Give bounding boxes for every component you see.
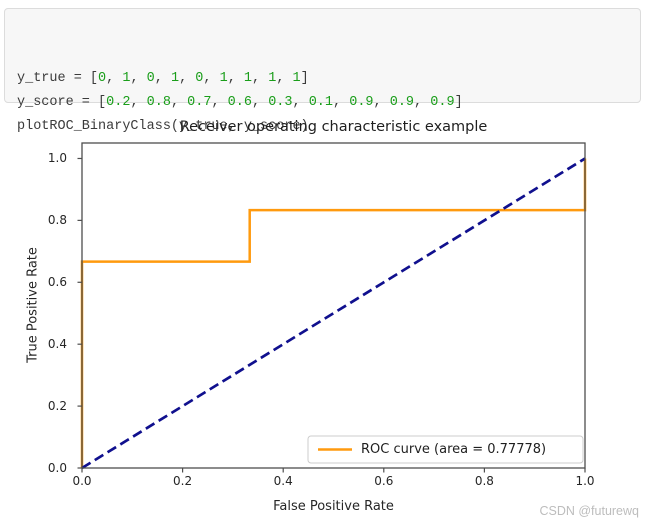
code-text: , [106,71,123,86]
code-text: ] [454,95,463,110]
y-tick-label: 0.2 [47,398,67,413]
code-text: , [373,95,390,110]
x-tick-label: 0.4 [273,474,293,488]
chart-title: Receiver operating characteristic exampl… [179,119,488,135]
y-tick-label: 0.0 [47,460,67,475]
code-line: y_true = [0, 1, 0, 1, 0, 1, 1, 1, 1] [17,67,628,91]
code-text: , [130,71,147,86]
code-number: 1 [243,71,252,86]
code-text: , [179,71,196,86]
x-tick-label: 0.6 [374,474,394,488]
x-axis-label: False Positive Rate [273,499,394,514]
watermark: CSDN @futurewq [539,504,639,518]
x-tick-label: 0.0 [72,474,92,488]
code-text: , [333,95,350,110]
code-text: , [276,71,293,86]
code-number: 1 [170,71,180,86]
code-block: y_true = [0, 1, 0, 1, 0, 1, 1, 1, 1] y_sc… [4,8,641,134]
plot-border [81,142,586,469]
code-text: , [251,95,269,110]
code-number: 0 [98,71,107,86]
y-tick-label: 1.0 [47,150,67,165]
code-line: y_score = [0.2, 0.8, 0.7, 0.6, 0.3, 0.1,… [17,91,628,115]
code-number: 0.3 [268,95,293,110]
code-text: , [414,95,431,110]
x-tick-label: 1.0 [575,474,595,488]
code-text: y_score = [ [17,95,107,110]
code-text: , [252,71,269,86]
x-tick-label: 0.2 [173,474,193,488]
code-number: 0.8 [146,95,171,110]
y-tick-label: 0.4 [47,336,67,351]
code-text: ] [300,71,309,86]
legend-box [307,435,584,464]
code-text: , [227,71,244,86]
code-number: 0.7 [187,95,212,110]
code-text: , [170,95,188,110]
code-number: 0.6 [227,95,252,110]
code-text: , [130,95,147,110]
code-text: , [203,71,220,86]
code-number: 1 [219,71,228,86]
code-text: , [211,95,228,110]
code-text: plotROC_BinaryClass(y_true, y_score) [17,119,309,134]
legend-label: ROC curve (area = 0.77778) [361,442,547,457]
code-text: , [154,71,171,86]
code-number: 1 [268,71,277,86]
code-line: plotROC_BinaryClass(y_true, y_score) [17,115,628,139]
code-number: 0.2 [106,95,131,110]
code-number: 0 [146,71,155,86]
code-text: y_true = [ [17,71,99,86]
code-lines: y_true = [0, 1, 0, 1, 0, 1, 1, 1, 1] y_sc… [17,67,628,139]
code-number: 1 [122,71,131,86]
code-text: , [292,95,309,110]
y-tick-label: 0.6 [47,274,67,289]
series-chance-diagonal [81,157,586,470]
code-number: 0.1 [308,95,334,110]
code-number: 0.9 [430,95,455,110]
code-number: 0.9 [389,95,415,110]
code-number: 1 [292,71,301,86]
code-number: 0.9 [349,95,374,110]
x-tick-label: 0.8 [474,474,494,488]
y-tick-label: 0.8 [47,212,67,227]
code-number: 0 [195,71,204,86]
